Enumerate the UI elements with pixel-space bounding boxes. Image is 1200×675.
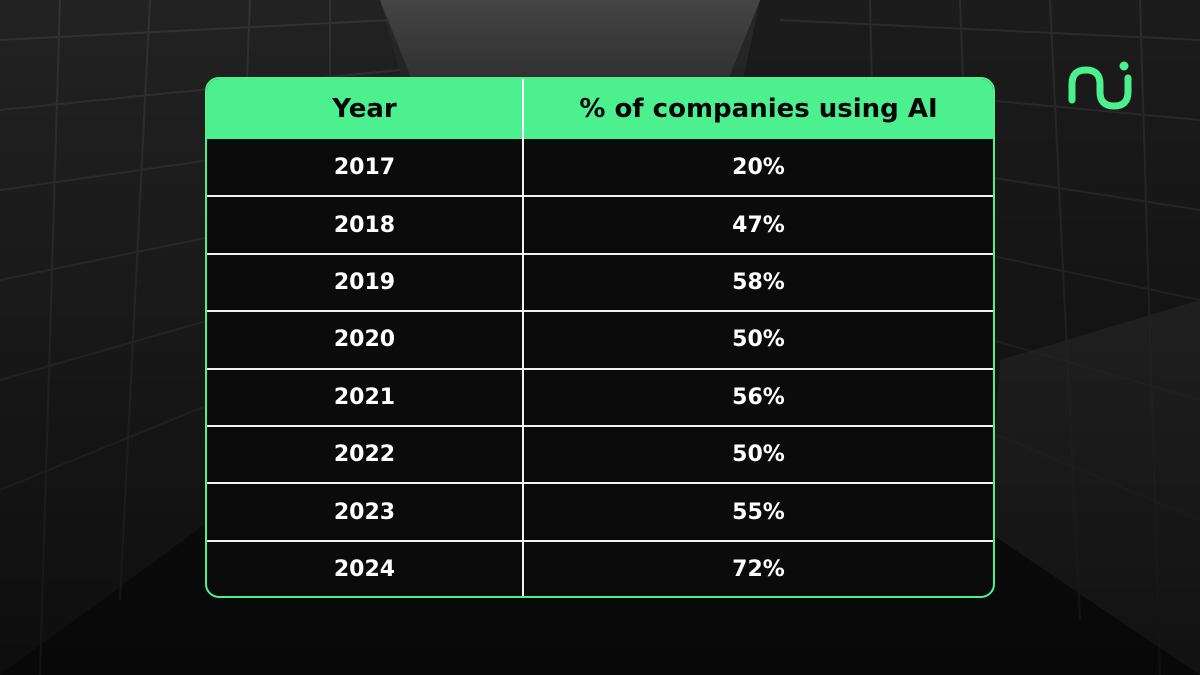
table-row: 2017 20%	[207, 139, 993, 197]
year-cell: 2020	[207, 310, 524, 369]
data-table: Year % of companies using AI 2017 20% 20…	[207, 79, 993, 596]
table-row: 2020 50%	[207, 310, 993, 369]
column-header-year: Year	[207, 79, 524, 139]
percent-cell: 55%	[523, 482, 993, 541]
percent-cell: 50%	[523, 310, 993, 369]
brand-logo-icon	[1068, 61, 1132, 110]
percent-cell: 50%	[523, 424, 993, 484]
year-cell: 2022	[207, 424, 524, 484]
table-row: 2022 50%	[207, 424, 993, 484]
year-cell: 2017	[207, 139, 524, 197]
percent-cell: 56%	[523, 367, 993, 426]
year-cell: 2019	[207, 252, 524, 312]
table-row: 2021 56%	[207, 367, 993, 426]
year-cell: 2018	[207, 195, 524, 254]
percent-cell: 20%	[732, 154, 785, 180]
table-row: 2018 47%	[207, 195, 993, 254]
percent-cell: 58%	[523, 252, 993, 312]
table-header-row: Year % of companies using AI	[207, 79, 993, 139]
table-row: 2023 55%	[207, 482, 993, 541]
column-header-percent: % of companies using AI	[523, 79, 993, 139]
year-cell: 2021	[207, 367, 524, 426]
percent-cell: 72%	[523, 539, 993, 596]
year-cell: 2023	[207, 482, 524, 541]
table-row: 2024 72%	[207, 539, 993, 596]
ai-adoption-table: Year % of companies using AI 2017 20% 20…	[205, 77, 995, 598]
table-row: 2019 58%	[207, 252, 993, 312]
year-cell: 2024	[207, 539, 524, 596]
percent-cell: 47%	[523, 195, 993, 254]
